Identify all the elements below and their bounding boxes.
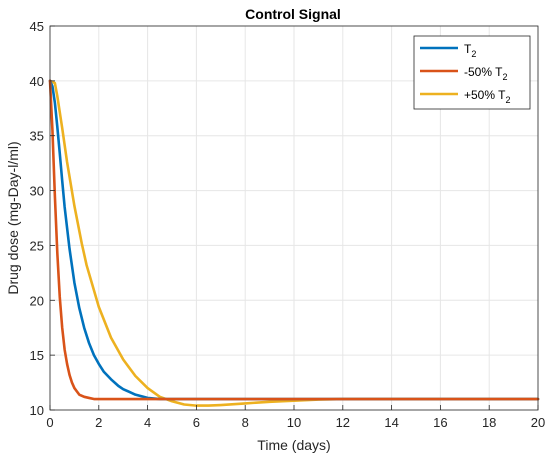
legend-subscript: 2 xyxy=(471,49,476,59)
x-tick-label: 0 xyxy=(46,415,53,430)
y-tick-label: 35 xyxy=(30,129,44,144)
y-tick-label: 45 xyxy=(30,19,44,34)
legend-label: +50% T2 xyxy=(464,88,511,105)
x-tick-label: 14 xyxy=(384,415,398,430)
x-tick-label: 12 xyxy=(336,415,350,430)
y-tick-label: 30 xyxy=(30,184,44,199)
y-tick-label: 10 xyxy=(30,403,44,418)
chart-title: Control Signal xyxy=(245,6,341,22)
y-tick-label: 40 xyxy=(30,74,44,89)
x-tick-label: 8 xyxy=(242,415,249,430)
legend-subscript: 2 xyxy=(505,95,510,105)
x-tick-label: 10 xyxy=(287,415,301,430)
y-tick-label: 20 xyxy=(30,293,44,308)
y-axis-label: Drug dose (mg-Day-l/ml) xyxy=(5,141,21,294)
x-tick-label: 20 xyxy=(531,415,545,430)
y-tick-label: 25 xyxy=(30,238,44,253)
x-axis-label: Time (days) xyxy=(257,437,330,453)
legend-label: -50% T2 xyxy=(464,65,507,82)
axis-ticks: 0 2 4 6 8 10 12 14 16 18 20 10 15 20 25 30 35 40 45 xyxy=(30,19,546,430)
x-tick-label: 18 xyxy=(482,415,496,430)
series-lines xyxy=(48,79,540,407)
series-line-1 xyxy=(48,79,540,401)
x-tick-label: 6 xyxy=(193,415,200,430)
x-tick-label: 2 xyxy=(95,415,102,430)
x-tick-label: 16 xyxy=(433,415,447,430)
y-tick-label: 15 xyxy=(30,348,44,363)
legend: T2-50% T2+50% T2 xyxy=(413,35,531,110)
legend-subscript: 2 xyxy=(502,72,507,82)
x-tick-label: 4 xyxy=(144,415,151,430)
